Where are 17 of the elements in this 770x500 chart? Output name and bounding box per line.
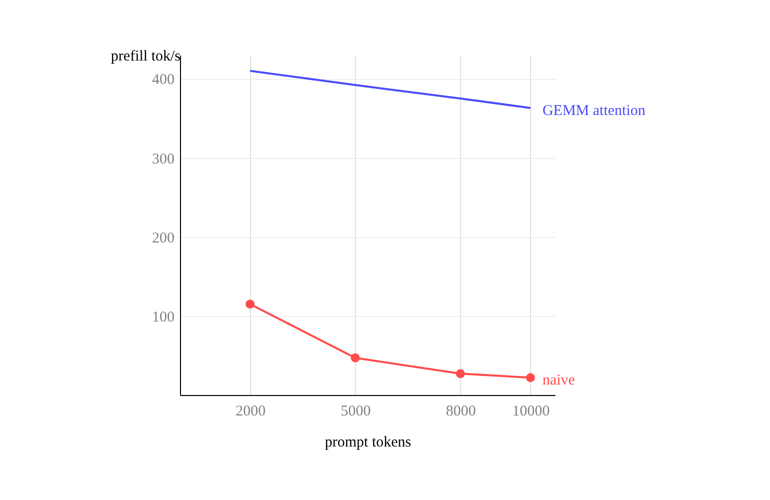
x-tick-label: 2000 [236, 404, 266, 420]
line-series [249, 70, 532, 109]
y-tick-label: 400 [152, 72, 174, 88]
x-axis-title: prompt tokens [324, 434, 412, 450]
y-tick-label: 300 [152, 151, 174, 168]
series-label: naive [542, 372, 576, 389]
x-tick-label: 8000 [446, 404, 476, 420]
y-tick-label: 100 [152, 309, 174, 326]
point [246, 300, 255, 309]
series-label: GEMM attention [542, 102, 646, 119]
y-axis-title: prefill tok/s [110, 48, 181, 64]
x-tick-label: 5000 [340, 404, 371, 420]
point [350, 353, 360, 362]
y-tick-label: 200 [152, 230, 174, 246]
point [526, 373, 535, 382]
point [456, 369, 465, 378]
x-tick-label: 10000 [512, 404, 550, 420]
